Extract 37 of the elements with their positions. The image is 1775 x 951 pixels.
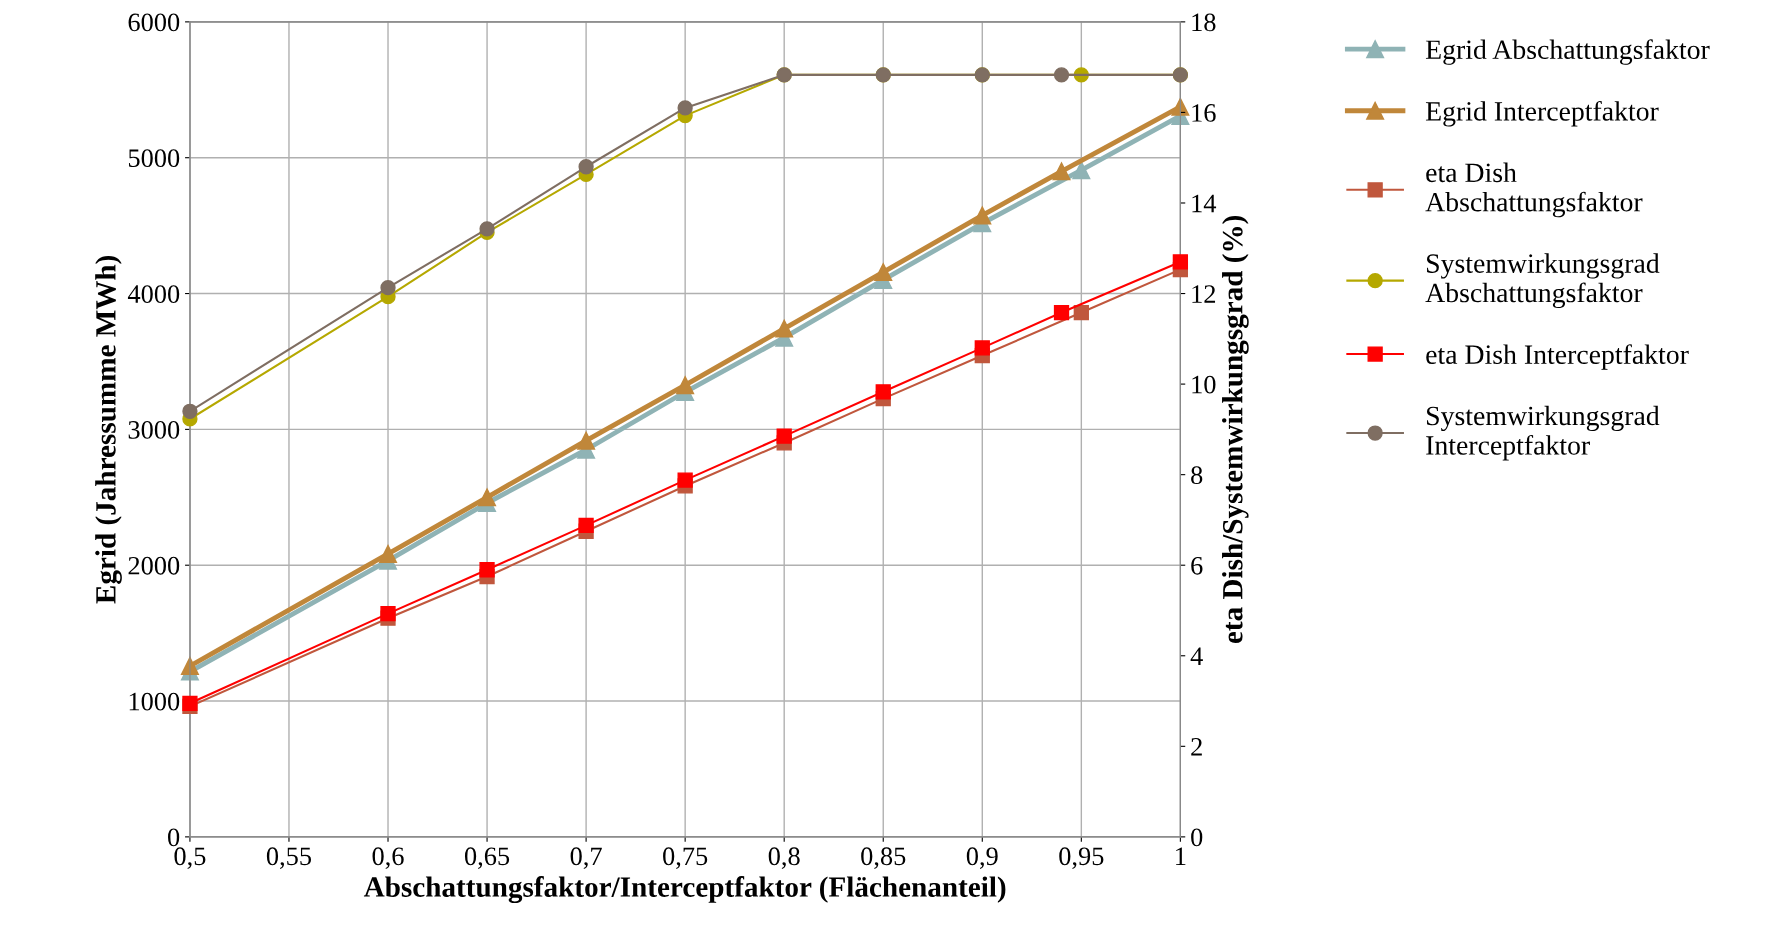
x-tick-label: 0,7	[570, 847, 602, 869]
y2-tick-label: 14	[1192, 194, 1217, 213]
legend-label: Egrid Abschattungsfaktor	[1425, 39, 1710, 65]
x-tick-label: 0,95	[1059, 847, 1104, 869]
y2-tick-label: 18	[1192, 13, 1216, 32]
y2-tick-label: 10	[1192, 375, 1216, 394]
y-tick-label: 1000	[129, 692, 180, 711]
y2-tick-label: 4	[1190, 647, 1203, 665]
x-tick-label: 1	[1176, 847, 1186, 865]
legend-label: eta Dish Abschattungsfaktor	[1425, 162, 1643, 218]
y-tick-label: 6000	[128, 13, 180, 32]
x-tick-label: 0,65	[464, 847, 510, 869]
y2-tick-label: 6	[1191, 556, 1203, 575]
x-tick-label: 0,5	[174, 847, 206, 869]
legend-label: Egrid Interceptfaktor	[1425, 100, 1659, 127]
y-tick-label: 3000	[128, 420, 180, 439]
y2-axis-title: eta Dish/Systemwirkungsgrad (%)	[1222, 215, 1249, 644]
y-axis-title: Egrid (Jahressumme MWh)	[95, 255, 122, 604]
y2-tick-label: 16	[1192, 104, 1216, 122]
legend-label: eta Dish Interceptfaktor	[1426, 344, 1689, 370]
x-axis-title: Abschattungsfaktor/Interceptfaktor (Flächenanteil)	[363, 876, 1006, 904]
y2-tick-label: 12	[1192, 285, 1216, 303]
y-tick-label: 0	[168, 828, 180, 847]
x-tick-label: 0,55	[266, 847, 312, 869]
y-tick-label: 2000	[128, 556, 180, 575]
y-tick-label: 5000	[128, 149, 180, 168]
x-tick-label: 0,85	[861, 847, 906, 869]
x-tick-label: 0,8	[768, 847, 800, 869]
y2-tick-label: 8	[1191, 466, 1203, 485]
y2-tick-label: 0	[1191, 828, 1203, 847]
x-tick-label: 0,6	[372, 847, 404, 869]
x-tick-label: 0,75	[663, 847, 708, 869]
x-tick-label: 0,9	[966, 847, 998, 869]
y-tick-label: 4000	[127, 285, 180, 303]
legend-label: Systemwirkungsgrad Interceptfaktor	[1426, 405, 1660, 461]
legend-label: Systemwirkungsgrad Abschattungsfaktor	[1425, 253, 1660, 309]
y2-tick-label: 2	[1191, 738, 1202, 756]
